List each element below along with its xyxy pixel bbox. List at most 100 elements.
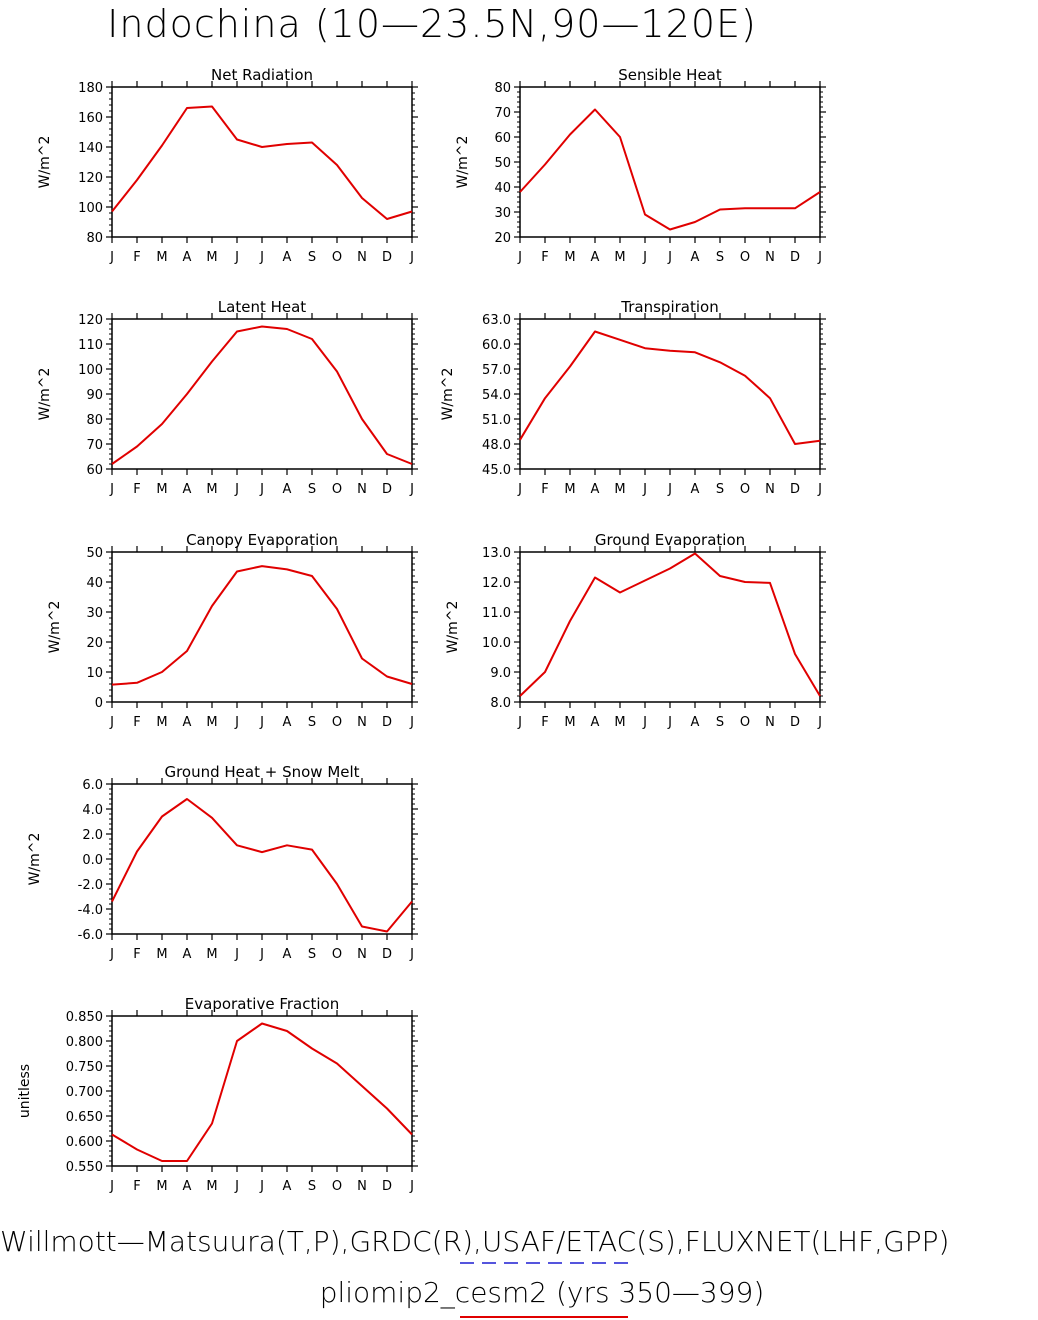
footer-sources: Willmott—Matsuura(T,P),GRDC(R),USAF/ETAC… xyxy=(0,1225,949,1258)
x-tick-label: M xyxy=(206,1179,217,1194)
y-tick-label: 60 xyxy=(86,463,103,478)
y-tick-label: 0.850 xyxy=(66,1010,103,1025)
y-tick-label: 57.0 xyxy=(482,363,511,378)
x-tick-label: M xyxy=(564,715,575,730)
x-tick-label: F xyxy=(541,715,548,730)
footer-model: pliomip2_cesm2 (yrs 350—399) xyxy=(320,1276,765,1310)
x-tick-label: D xyxy=(382,1179,392,1194)
x-tick-label: J xyxy=(259,715,264,730)
y-tick-label: 40 xyxy=(494,181,511,196)
x-tick-label: F xyxy=(133,1179,140,1194)
y-axis-label: W/m^2 xyxy=(37,136,53,189)
y-tick-label: 80 xyxy=(86,413,103,428)
panel-title: Ground Heat + Snow Melt xyxy=(164,763,359,781)
x-tick-label: M xyxy=(156,250,167,265)
x-tick-label: M xyxy=(156,947,167,962)
x-tick-label: J xyxy=(667,482,672,497)
y-tick-label: 10.0 xyxy=(482,636,511,651)
y-axis-label: W/m^2 xyxy=(47,601,63,654)
y-tick-label: -6.0 xyxy=(78,928,103,943)
x-tick-label: M xyxy=(206,482,217,497)
y-tick-label: 10 xyxy=(86,666,103,681)
x-tick-label: J xyxy=(817,482,822,497)
x-tick-label: J xyxy=(234,482,239,497)
x-tick-label: O xyxy=(332,250,342,265)
x-tick-label: S xyxy=(716,250,724,265)
y-tick-label: 51.0 xyxy=(482,413,511,428)
y-tick-label: 30 xyxy=(86,606,103,621)
x-tick-label: O xyxy=(740,250,750,265)
y-tick-label: 0 xyxy=(95,696,103,711)
y-tick-label: 0.700 xyxy=(66,1085,103,1100)
x-tick-label: S xyxy=(716,715,724,730)
x-tick-label: F xyxy=(133,250,140,265)
x-tick-label: F xyxy=(541,250,548,265)
panel-title: Transpiration xyxy=(620,298,718,316)
y-tick-label: 30 xyxy=(494,206,511,221)
x-tick-label: O xyxy=(332,715,342,730)
x-tick-label: J xyxy=(259,482,264,497)
y-tick-label: 40 xyxy=(86,576,103,591)
series-line xyxy=(111,798,413,933)
x-tick-label: F xyxy=(133,715,140,730)
x-tick-label: J xyxy=(667,250,672,265)
y-tick-label: 45.0 xyxy=(482,463,511,478)
x-tick-label: S xyxy=(308,947,316,962)
x-tick-label: J xyxy=(234,947,239,962)
y-tick-label: 120 xyxy=(78,313,103,328)
y-tick-label: 0.750 xyxy=(66,1060,103,1075)
x-tick-label: M xyxy=(206,715,217,730)
series-line xyxy=(519,552,821,697)
x-tick-label: A xyxy=(183,947,192,962)
x-tick-label: J xyxy=(642,715,647,730)
series-line xyxy=(519,108,821,231)
y-tick-label: 80 xyxy=(86,231,103,246)
x-tick-label: A xyxy=(183,250,192,265)
x-tick-label: S xyxy=(308,250,316,265)
x-tick-label: J xyxy=(259,250,264,265)
plot-frame xyxy=(519,86,821,238)
y-tick-label: -4.0 xyxy=(78,903,103,918)
x-tick-label: J xyxy=(517,715,522,730)
x-tick-label: J xyxy=(234,250,239,265)
x-tick-label: J xyxy=(259,1179,264,1194)
x-tick-label: N xyxy=(357,947,367,962)
panel-title: Evaporative Fraction xyxy=(185,995,339,1013)
y-tick-label: 100 xyxy=(78,363,103,378)
x-tick-label: J xyxy=(234,715,239,730)
x-tick-label: A xyxy=(183,1179,192,1194)
x-tick-label: J xyxy=(642,482,647,497)
x-tick-label: J xyxy=(109,1179,114,1194)
y-tick-label: 12.0 xyxy=(482,576,511,591)
y-tick-label: 0.800 xyxy=(66,1035,103,1050)
y-tick-label: 13.0 xyxy=(482,546,511,561)
figure-title: Indochina (10—23.5N,90—120E) xyxy=(107,2,757,46)
x-tick-label: N xyxy=(765,715,775,730)
y-tick-label: 60 xyxy=(494,131,511,146)
y-tick-label: -2.0 xyxy=(78,878,103,893)
series-line xyxy=(111,1022,413,1162)
panel-7: J F M A M J J A S O N D J-6.0-4.0-2.00.02.04.06.0Gro… xyxy=(27,763,418,962)
x-tick-label: J xyxy=(409,482,414,497)
x-tick-label: D xyxy=(382,715,392,730)
x-tick-label: O xyxy=(332,482,342,497)
x-tick-label: F xyxy=(541,482,548,497)
y-tick-label: 11.0 xyxy=(482,606,511,621)
x-tick-label: A xyxy=(283,1179,292,1194)
panel-title: Ground Evaporation xyxy=(595,531,745,549)
x-tick-label: D xyxy=(382,482,392,497)
panel-title: Canopy Evaporation xyxy=(186,531,338,549)
x-tick-label: M xyxy=(614,250,625,265)
x-tick-label: A xyxy=(591,250,600,265)
x-tick-label: J xyxy=(109,482,114,497)
x-tick-label: A xyxy=(591,715,600,730)
y-tick-label: 180 xyxy=(78,81,103,96)
x-tick-label: J xyxy=(517,250,522,265)
series-line xyxy=(519,330,821,445)
x-tick-label: J xyxy=(517,482,522,497)
series-line xyxy=(111,325,413,465)
x-tick-label: M xyxy=(156,482,167,497)
x-tick-label: J xyxy=(409,250,414,265)
x-tick-label: N xyxy=(765,482,775,497)
